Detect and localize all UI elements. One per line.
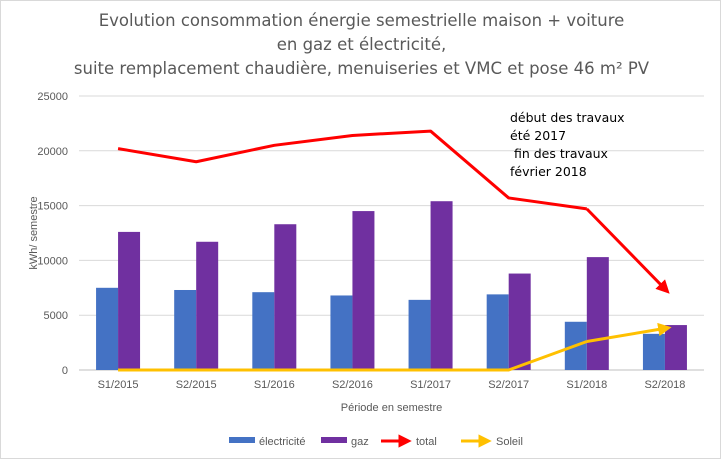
bar-electricite <box>330 295 353 370</box>
annotation-line-3: fin des travaux <box>510 146 608 161</box>
legend-label-gaz: gaz <box>351 436 369 448</box>
x-axis-title: Période en semestre <box>341 402 443 414</box>
x-tick-label: S1/2018 <box>566 379 607 391</box>
chart-title-line-2: en gaz et électricité, <box>276 35 447 54</box>
bar-electricite <box>252 292 275 370</box>
x-tick-label: S1/2016 <box>254 379 295 391</box>
y-tick-label: 25000 <box>37 91 68 103</box>
bar-gaz <box>118 231 141 370</box>
bar-electricite <box>408 299 431 370</box>
works-annotation: début des travaux été 2017 fin des trava… <box>510 109 625 181</box>
bar-electricite <box>486 294 509 370</box>
bar-gaz <box>586 257 609 370</box>
bar-gaz <box>352 211 375 370</box>
x-tick-label: S2/2016 <box>332 379 373 391</box>
x-tick-label: S1/2017 <box>410 379 451 391</box>
x-tick-label: S2/2017 <box>488 379 529 391</box>
line-total <box>117 129 588 211</box>
chart-title-line-3: suite remplacement chaudière, menuiserie… <box>73 59 650 78</box>
x-tick-label: S2/2015 <box>176 379 217 391</box>
bar-electricite <box>96 287 119 370</box>
bar-gaz <box>274 224 297 370</box>
x-tick-label: S1/2015 <box>98 379 139 391</box>
y-tick-label: 20000 <box>37 146 68 158</box>
bar-electricite <box>174 289 197 370</box>
bar-gaz <box>196 241 219 370</box>
bar-marks <box>96 201 687 370</box>
annotation-line-4: février 2018 <box>510 164 587 179</box>
y-axis-title: kWh/ semestre <box>28 196 40 269</box>
y-tick-label: 0 <box>62 365 68 377</box>
legend-label-electricite: électricité <box>259 436 305 448</box>
bar-gaz <box>508 273 531 370</box>
line-segment-total <box>585 207 670 294</box>
bar-gaz <box>664 325 687 370</box>
y-tick-label: 15000 <box>37 201 68 213</box>
line-segment-soleil <box>586 322 672 343</box>
annotation-line-2: été 2017 <box>510 128 567 143</box>
y-tick-label: 10000 <box>37 255 68 267</box>
y-tick-label: 5000 <box>44 310 68 322</box>
axes: 0 5000 10000 15000 20000 25000 S1/2015 S2/2015 S… <box>28 91 685 414</box>
x-tick-label: S2/2018 <box>644 379 685 391</box>
line-soleil <box>118 340 588 372</box>
line-marks <box>117 129 672 372</box>
legend: électricité gaz total Soleil <box>229 434 523 448</box>
bar-electricite <box>642 333 665 370</box>
bar-gaz <box>430 201 453 370</box>
legend-label-total: total <box>416 436 437 448</box>
chart-title-line-1: Evolution consommation énergie semestrie… <box>98 11 625 30</box>
legend-swatch-electricite <box>229 437 255 443</box>
legend-swatch-gaz <box>321 437 347 443</box>
legend-label-soleil: Soleil <box>496 436 523 448</box>
annotation-line-1: début des travaux <box>510 110 625 125</box>
